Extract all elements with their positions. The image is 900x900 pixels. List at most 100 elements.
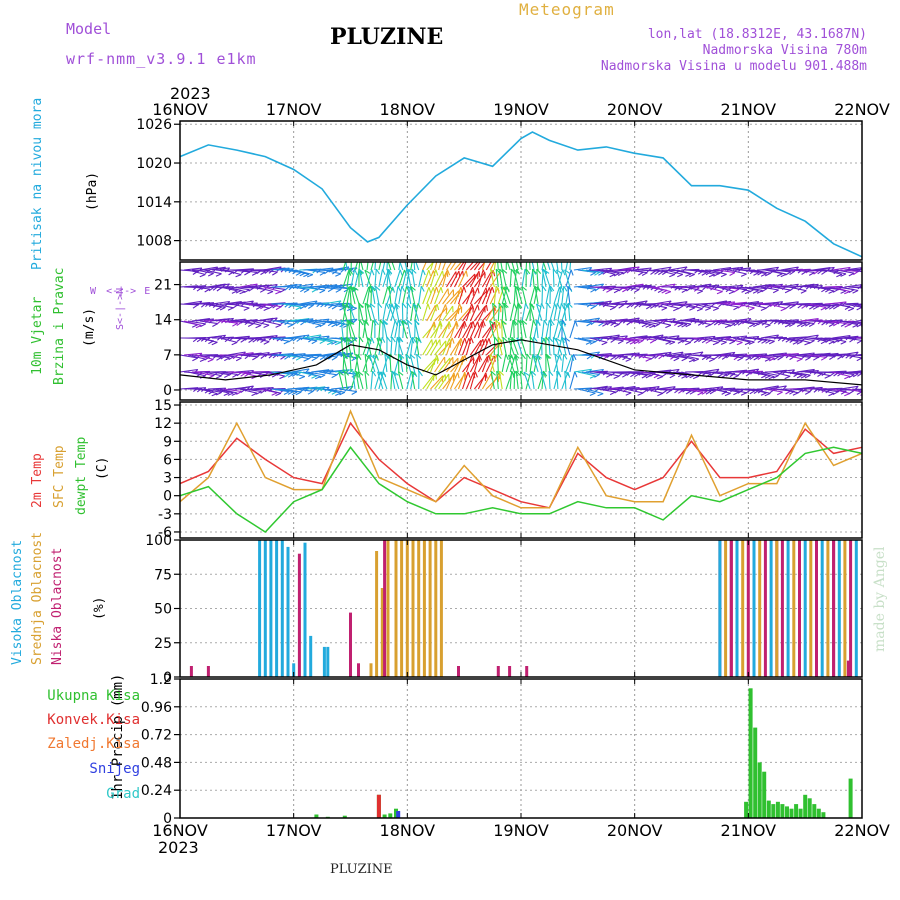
- y-tick-label: 75: [154, 567, 172, 583]
- wind-barb: [251, 337, 270, 343]
- wind-barb: [495, 269, 499, 288]
- wind-barb-head: [589, 392, 596, 397]
- wind-barb: [352, 286, 360, 305]
- wind-barb: [399, 262, 404, 271]
- precip-bar: [314, 814, 319, 818]
- wind-barb-head: [856, 323, 862, 328]
- wind-barb-head: [387, 252, 389, 258]
- wind-barb: [291, 354, 310, 360]
- wind-barb-head: [853, 270, 859, 276]
- wind-barb: [689, 388, 708, 392]
- wind-barb: [364, 354, 368, 373]
- wind-barb: [319, 371, 338, 376]
- wind-barb: [350, 269, 356, 288]
- wind-barb: [533, 320, 539, 339]
- wind-barb: [207, 283, 226, 288]
- wind-barb-head: [597, 393, 604, 397]
- wind-barb: [211, 283, 230, 288]
- wind-barb: [462, 322, 472, 339]
- wind-barb: [485, 321, 495, 339]
- cloud-bar: [439, 540, 443, 677]
- wind-barb: [388, 303, 396, 322]
- wind-barb-head: [422, 269, 426, 276]
- wind-barb: [438, 357, 451, 373]
- wind-barb-head: [191, 324, 198, 328]
- cloud-bar: [729, 540, 733, 677]
- wind-barb: [457, 371, 466, 390]
- wind-barb-head: [745, 356, 752, 361]
- wind-barb-head: [401, 302, 407, 309]
- wind-barb: [585, 283, 604, 288]
- wind-barb: [465, 286, 474, 305]
- wind-barb-head: [223, 392, 230, 397]
- wind-barb: [211, 388, 230, 394]
- cloud-bar: [286, 546, 290, 677]
- wind-barb: [560, 262, 563, 271]
- wind-barb: [557, 269, 564, 288]
- x-tick-label-top: 21NOV: [721, 100, 777, 119]
- wind-barb-head: [436, 354, 440, 362]
- wind-barb-head: [650, 270, 656, 275]
- wind-barb: [497, 302, 500, 322]
- wind-barb: [235, 370, 254, 373]
- wind-barb: [410, 286, 416, 305]
- wind-barb-head: [231, 392, 238, 396]
- wind-barb: [752, 269, 771, 274]
- wind-barb: [780, 388, 799, 394]
- wind-barb-head: [733, 288, 740, 293]
- wind-barb: [816, 337, 835, 342]
- wind-barb-head: [463, 286, 467, 293]
- wind-barb: [589, 337, 608, 343]
- wind-barb: [364, 303, 368, 322]
- wind-barb-head: [554, 353, 560, 359]
- wind-barb: [378, 320, 381, 339]
- wind-barb-head: [625, 358, 632, 362]
- wind-barb: [800, 283, 819, 288]
- wind-barb: [239, 283, 258, 288]
- wind-barb: [665, 303, 684, 307]
- wind-barb-head: [661, 307, 668, 311]
- wind-barb-head: [272, 271, 278, 276]
- wind-barb: [295, 388, 314, 392]
- wind-barb: [776, 303, 795, 306]
- wind-barb: [609, 371, 628, 375]
- wind-barb: [800, 318, 819, 322]
- wind-barb: [569, 320, 576, 339]
- wind-barb: [382, 303, 387, 322]
- wind-barb-head: [844, 392, 851, 397]
- wind-barb-head: [550, 319, 555, 326]
- wind-barb: [303, 371, 321, 378]
- wind-barb-head: [716, 290, 723, 295]
- wind-barb-head: [555, 337, 562, 342]
- wind-barb-head: [543, 370, 548, 377]
- wind-barb: [469, 270, 480, 288]
- wind-barb-head: [556, 303, 561, 309]
- wind-barb: [812, 303, 831, 308]
- wind-barb-head: [467, 371, 471, 378]
- wind-barb: [461, 338, 470, 356]
- wind-barb: [532, 354, 539, 373]
- wind-barb-head: [529, 303, 535, 308]
- wind-barb: [601, 269, 620, 274]
- wind-barb: [513, 319, 515, 339]
- wind-barb: [545, 320, 550, 339]
- wind-barb-head: [569, 252, 572, 257]
- wind-barb: [454, 322, 465, 339]
- wind-barb: [311, 318, 330, 322]
- wind-barb: [473, 321, 483, 339]
- wind-barb-head: [537, 286, 541, 293]
- wind-barb-head: [737, 357, 744, 362]
- wind-barb: [780, 353, 799, 356]
- wind-barb-head: [546, 252, 549, 257]
- wind-barb-head: [497, 252, 500, 257]
- wind-barb-head: [525, 268, 531, 275]
- wind-barb: [465, 372, 475, 390]
- wind-barb: [422, 374, 435, 390]
- precip-bar: [376, 794, 381, 818]
- wind-barb: [239, 388, 258, 394]
- wind-barb: [732, 337, 751, 343]
- wind-barb: [629, 335, 648, 339]
- wind-barb: [394, 320, 399, 339]
- wind-barb-head: [777, 356, 783, 361]
- wind-barb: [340, 337, 344, 356]
